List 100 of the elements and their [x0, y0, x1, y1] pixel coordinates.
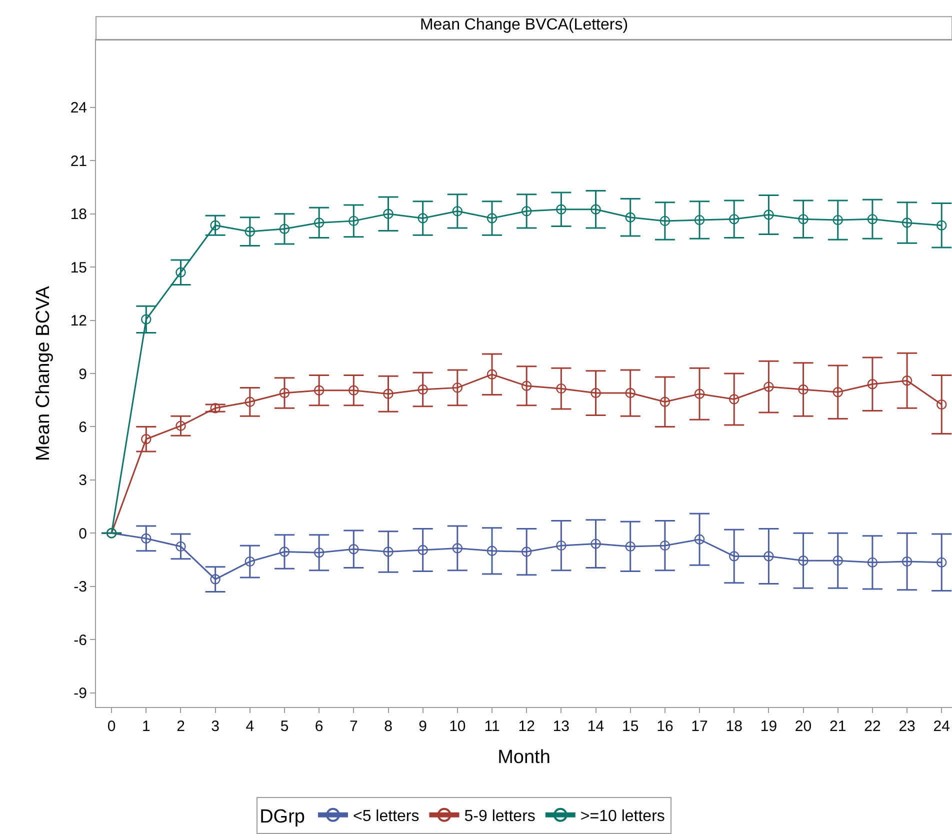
y-tick-label: 24 [70, 100, 87, 117]
point [694, 214, 705, 226]
point [764, 210, 774, 220]
y-tick-label: 3 [78, 472, 87, 490]
point [867, 557, 878, 568]
point [902, 556, 912, 567]
x-tick-label: 17 [691, 718, 708, 735]
point [521, 380, 532, 392]
x-tick-label: 19 [760, 718, 778, 735]
point [625, 212, 636, 222]
point [348, 216, 359, 226]
point [936, 557, 947, 568]
x-tick-label: 16 [656, 718, 674, 735]
point [418, 544, 428, 556]
point [764, 382, 774, 392]
x-tick-label: 10 [449, 718, 466, 735]
y-tick-label: 9 [78, 366, 87, 383]
point [452, 206, 463, 216]
point [279, 224, 290, 234]
point [556, 383, 566, 394]
point [867, 379, 878, 390]
point [486, 546, 498, 556]
point [902, 376, 912, 386]
point [244, 226, 256, 237]
x-tick-label: 21 [830, 718, 846, 735]
x-axis-title: Month [498, 746, 550, 768]
point [694, 534, 705, 544]
point [348, 544, 359, 554]
x-tick-label: 20 [794, 718, 812, 735]
point [244, 396, 256, 407]
point [729, 214, 740, 224]
legend-label: 5-9 letters [464, 808, 536, 826]
x-tick-label: 7 [349, 718, 358, 735]
point [314, 548, 324, 558]
point [383, 208, 394, 219]
y-tick-label: 0 [78, 525, 87, 542]
point [590, 388, 601, 398]
point [141, 314, 152, 324]
x-tick-label: 9 [418, 718, 428, 735]
point [279, 388, 290, 398]
point [279, 546, 290, 557]
point [660, 540, 670, 551]
point [936, 399, 947, 410]
point [798, 214, 808, 224]
point [418, 384, 428, 395]
point [383, 388, 394, 399]
point [660, 396, 670, 407]
y-tick-label: -9 [74, 685, 87, 702]
point [729, 394, 740, 404]
point [625, 388, 636, 398]
point [660, 216, 670, 226]
point [141, 533, 152, 544]
x-tick-label: 8 [384, 718, 392, 735]
point [314, 385, 324, 396]
y-tick-label: 21 [70, 152, 87, 170]
x-tick-label: 2 [176, 718, 185, 735]
point [556, 540, 566, 551]
y-tick-label: 15 [70, 259, 87, 276]
x-tick-label: 4 [246, 718, 254, 735]
point [625, 541, 636, 552]
point [590, 204, 601, 215]
x-tick-label: 6 [314, 718, 324, 735]
point [936, 220, 947, 230]
point [764, 551, 774, 562]
x-tick-label: 22 [864, 718, 881, 735]
point [521, 546, 532, 557]
point [798, 556, 808, 566]
x-tick-label: 5 [280, 718, 289, 735]
point [832, 214, 843, 226]
point [902, 218, 912, 228]
legend-label: >=10 letters [580, 808, 665, 826]
point [486, 213, 498, 224]
x-tick-label: 15 [622, 718, 639, 735]
point [176, 541, 186, 552]
point [556, 204, 566, 215]
point [590, 538, 601, 549]
point [176, 267, 186, 278]
y-tick-label: 12 [70, 312, 87, 330]
y-tick-label: -6 [74, 632, 87, 649]
x-tick-label: 24 [933, 718, 950, 735]
point [452, 382, 463, 393]
y-axis-title: Mean Change BCVA [33, 286, 54, 461]
point [314, 218, 324, 228]
y-tick-label: -3 [74, 578, 87, 596]
point [244, 556, 256, 567]
legend-title: DGrp [260, 806, 305, 828]
x-tick-label: 1 [142, 718, 150, 735]
point [383, 546, 394, 557]
y-tick-label: 18 [70, 206, 87, 224]
x-tick-label: 12 [518, 718, 535, 735]
point [418, 213, 428, 224]
point [486, 369, 498, 380]
point [348, 385, 359, 396]
point [729, 551, 740, 562]
x-tick-label: 11 [484, 718, 500, 735]
x-tick-label: 0 [107, 718, 116, 735]
point [521, 206, 532, 216]
point [210, 402, 220, 414]
point [867, 214, 878, 224]
x-tick-label: 23 [898, 718, 916, 735]
